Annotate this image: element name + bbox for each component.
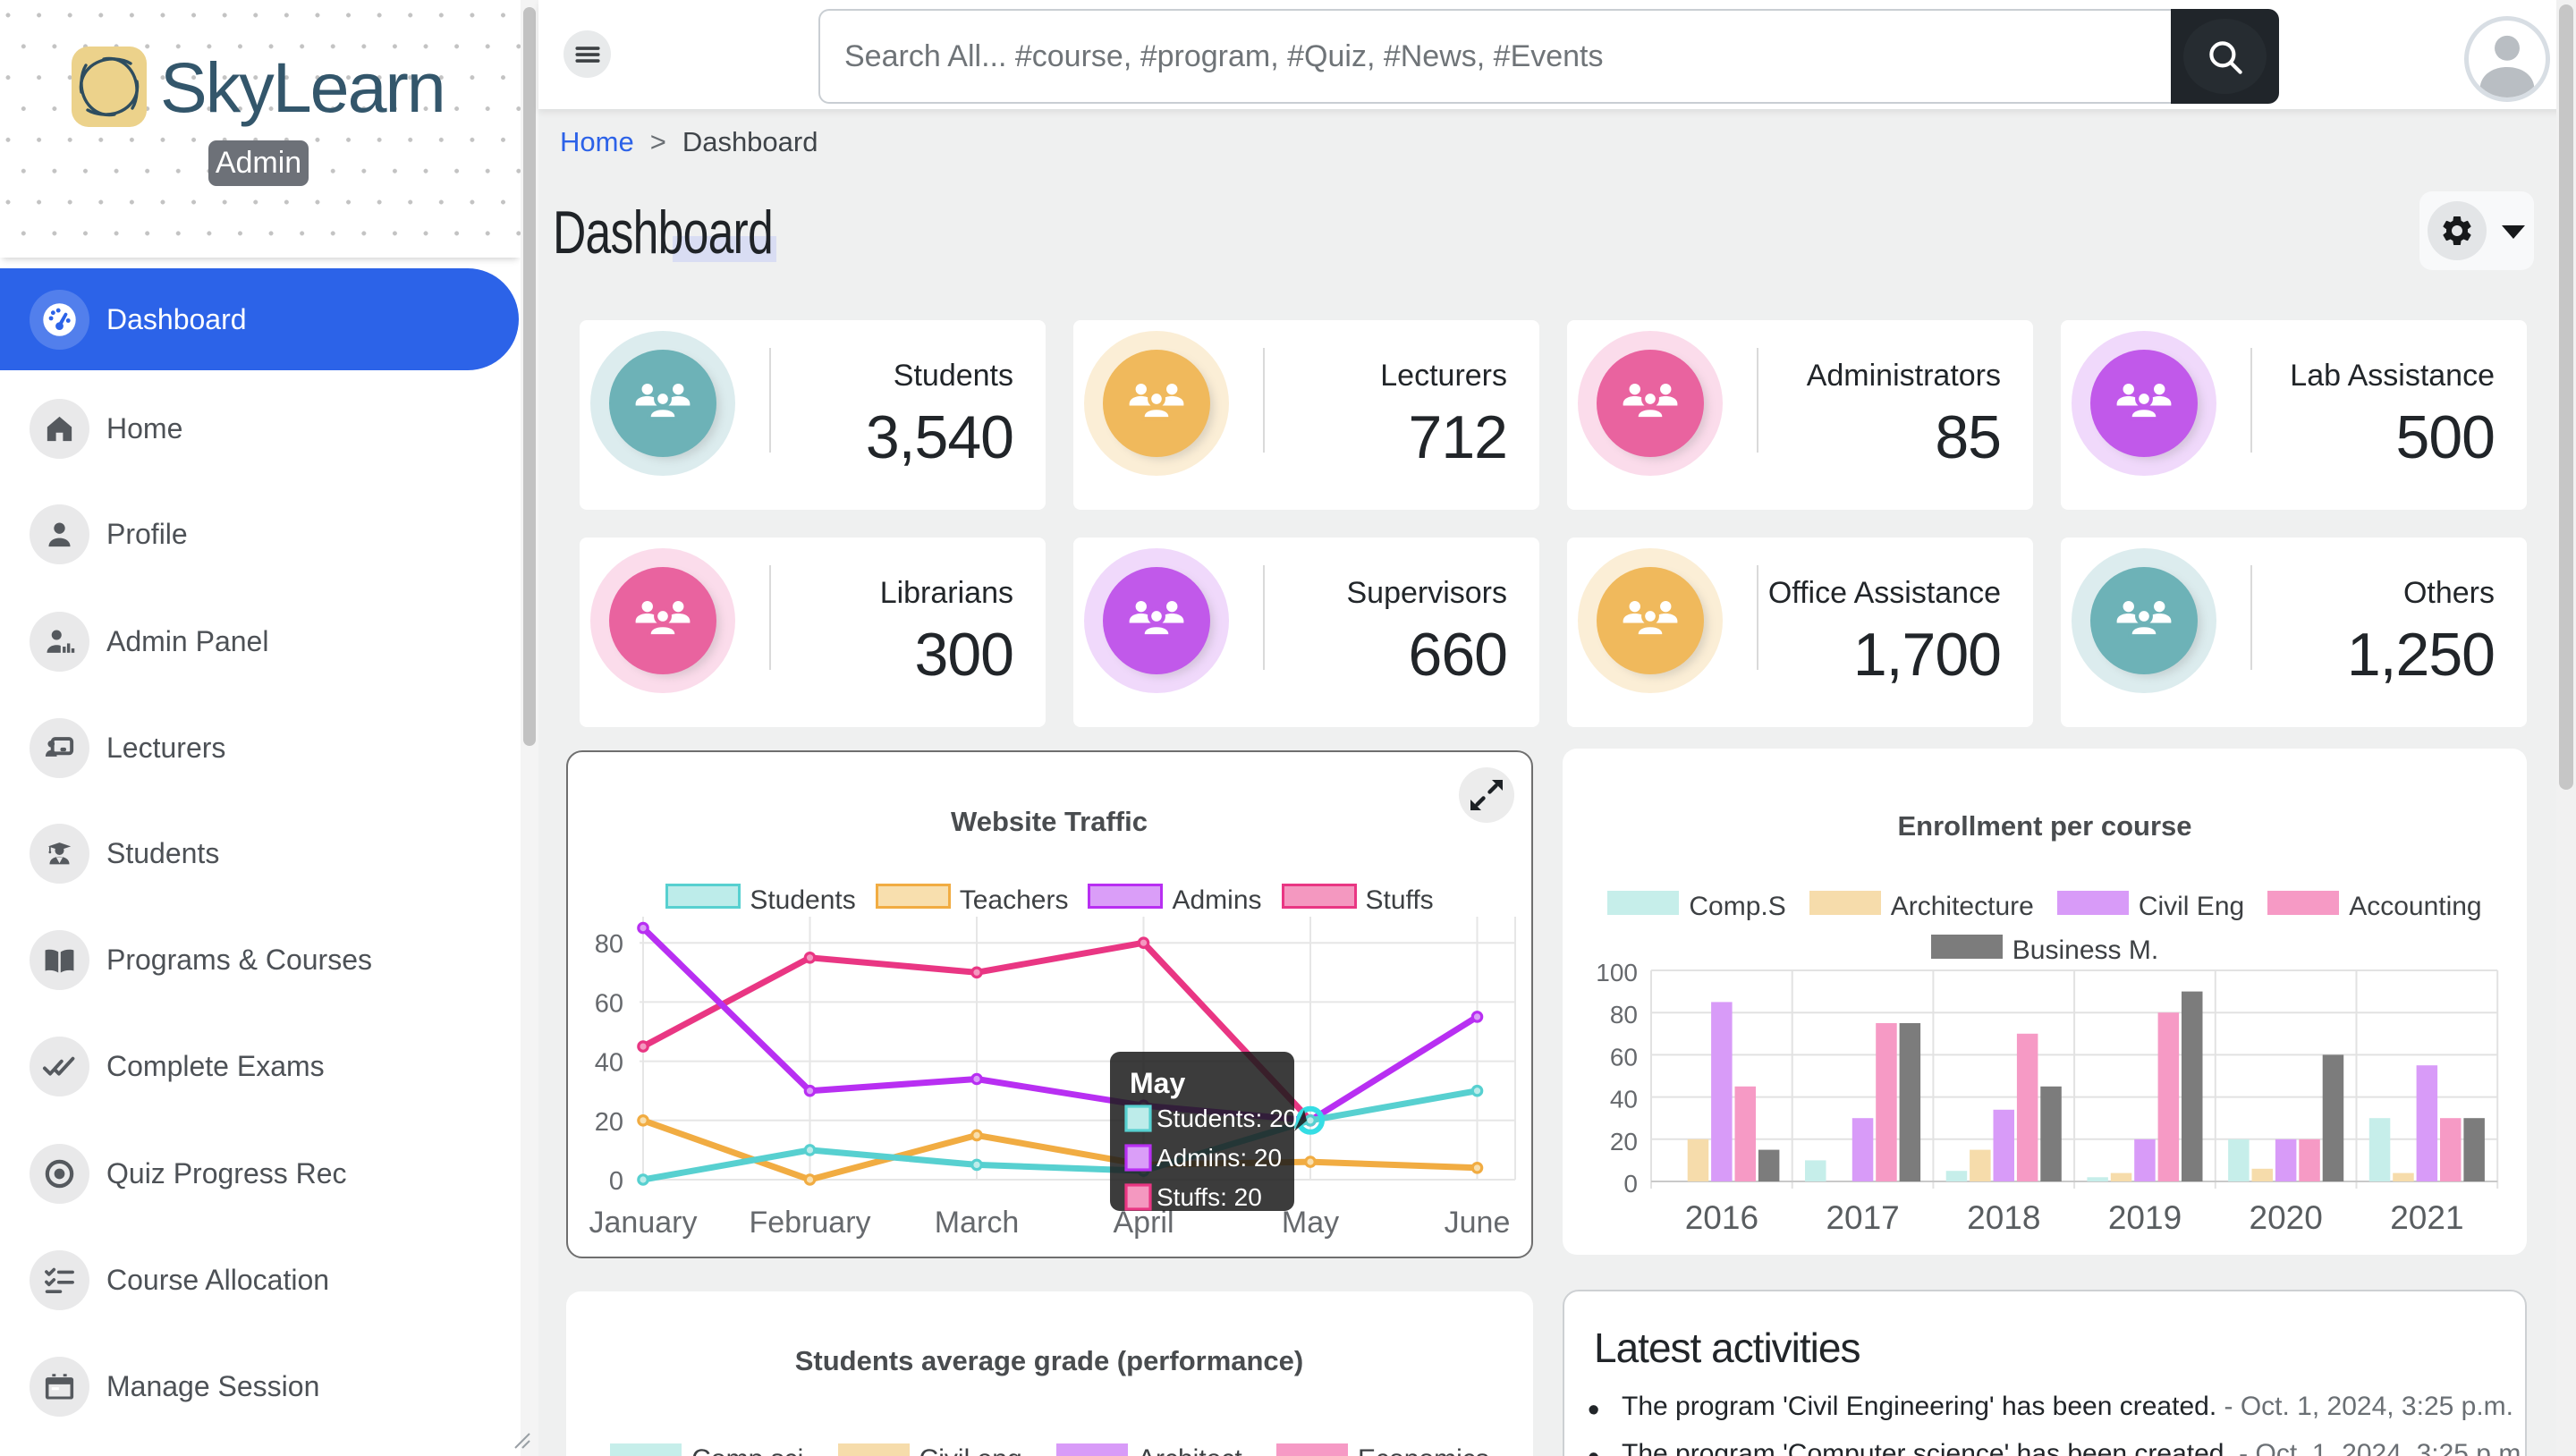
svg-text:100: 100 [1596,959,1638,986]
svg-text:Admins: 20: Admins: 20 [1157,1144,1282,1172]
svg-text:2019: 2019 [2108,1199,2182,1236]
svg-text:80: 80 [1610,1001,1638,1029]
svg-text:40: 40 [1610,1086,1638,1113]
svg-text:March: March [935,1206,1019,1240]
svg-text:60: 60 [595,989,623,1018]
svg-text:0: 0 [609,1167,623,1196]
svg-text:Stuffs: 20: Stuffs: 20 [1157,1183,1262,1211]
svg-text:January: January [589,1206,698,1240]
svg-text:20: 20 [595,1108,623,1137]
svg-text:June: June [1445,1206,1511,1240]
svg-text:Website Traffic: Website Traffic [951,806,1148,837]
svg-text:40: 40 [595,1049,623,1078]
svg-text:May: May [1282,1206,1339,1240]
svg-text:80: 80 [595,930,623,959]
svg-text:2018: 2018 [1967,1199,2040,1236]
svg-text:April: April [1113,1206,1174,1240]
svg-text:2021: 2021 [2390,1199,2463,1236]
svg-text:2016: 2016 [1685,1199,1758,1236]
svg-text:Students average grade (perfor: Students average grade (performance) [795,1345,1304,1376]
svg-text:2020: 2020 [2250,1199,2323,1236]
svg-text:Enrollment per course: Enrollment per course [1897,810,2191,842]
svg-text:2017: 2017 [1826,1199,1899,1236]
svg-text:May: May [1130,1067,1185,1099]
svg-text:0: 0 [1623,1170,1638,1198]
svg-text:20: 20 [1610,1128,1638,1155]
svg-text:Students: 20: Students: 20 [1157,1105,1297,1132]
svg-text:60: 60 [1610,1043,1638,1071]
svg-text:February: February [749,1206,870,1240]
